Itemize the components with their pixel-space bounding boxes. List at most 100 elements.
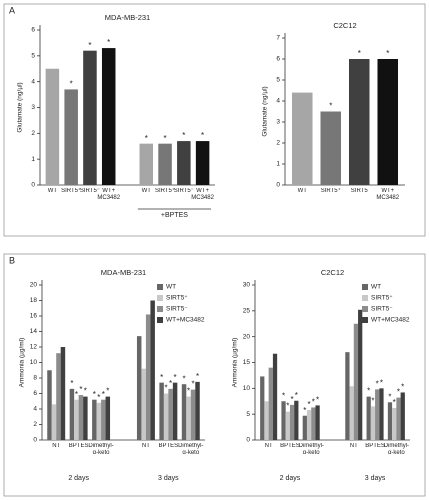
- bar: [387, 402, 393, 440]
- x-tick-label-box: WT: [141, 188, 151, 194]
- y-tick-label: 4: [31, 78, 35, 85]
- bar: [78, 395, 84, 440]
- x-tick-label: WT: [141, 188, 151, 194]
- significance-mark: *: [165, 384, 168, 393]
- legend-swatch: [362, 284, 368, 290]
- bar: [47, 370, 52, 440]
- significance-mark: *: [160, 373, 163, 382]
- x-tick-label: NT: [52, 443, 61, 449]
- bar: [150, 300, 155, 440]
- bar: [315, 405, 320, 440]
- y-tick-label: 1: [276, 161, 280, 168]
- y-tick-label: 5: [31, 53, 35, 60]
- bar: [281, 401, 286, 440]
- bar: [379, 388, 384, 440]
- bar: [139, 143, 154, 185]
- bar: [358, 309, 363, 440]
- bar: [375, 389, 380, 440]
- legend-label: WT+MC3482: [371, 317, 410, 324]
- x-tick-label-box: NT: [265, 443, 273, 449]
- bar: [272, 353, 278, 440]
- y-tick-label: 5: [276, 77, 280, 84]
- legend-label: WT: [166, 284, 176, 291]
- y-tick-label: 0: [246, 437, 250, 444]
- bar: [294, 400, 299, 440]
- x-tick-label-box: NT: [350, 443, 358, 449]
- significance-mark: *: [187, 387, 190, 396]
- significance-mark: *: [290, 395, 293, 404]
- bar: [158, 143, 172, 185]
- significance-mark: *: [182, 131, 185, 140]
- bar: [349, 386, 354, 440]
- bar: [56, 353, 61, 440]
- x-tick-label-box: BPTES: [280, 443, 300, 449]
- bar: [168, 388, 173, 440]
- y-tick-label: 0: [31, 182, 35, 189]
- significance-mark: *: [388, 392, 391, 401]
- group-label: 2 days: [68, 475, 89, 482]
- significance-mark: *: [75, 390, 78, 399]
- y-axis-label: Ammonia (µg/ml): [19, 338, 26, 388]
- y-axis-label: Glutamate (ng/µl): [262, 86, 269, 136]
- group-label: 2 days: [280, 475, 301, 482]
- bar: [159, 382, 164, 440]
- significance-mark: *: [182, 374, 185, 383]
- bar: [195, 141, 210, 185]
- x-tick-label: SIRT5⁺: [320, 188, 341, 194]
- bar: [320, 111, 342, 185]
- chart-title: MDA-MB-231: [101, 268, 146, 277]
- group-label: 3 days: [365, 475, 386, 482]
- significance-mark: *: [393, 398, 396, 407]
- x-tick-label-box: SIRT5⁺: [155, 188, 176, 194]
- bar: [366, 396, 371, 440]
- x-tick-label-box: WT: [48, 188, 57, 194]
- y-tick-label: 7: [276, 35, 280, 42]
- x-tick-label: Dimethyl-α-keto: [298, 443, 324, 456]
- x-tick-label: BPTES: [280, 443, 300, 449]
- significance-mark: *: [79, 385, 82, 394]
- y-axis-label: Glutamate (ng/µl): [17, 82, 24, 132]
- bar: [74, 399, 79, 440]
- y-tick-label: 8: [33, 375, 37, 382]
- y-tick-label: 6: [33, 390, 37, 397]
- x-tick-label-box: Dimethyl-α-keto: [298, 443, 324, 456]
- significance-mark: *: [196, 372, 199, 381]
- x-tick-label: SIRT5⁺: [155, 188, 176, 194]
- bar: [64, 89, 78, 185]
- bar: [190, 389, 196, 440]
- x-tick-label: BPTES: [365, 443, 385, 449]
- y-tick-label: 2: [33, 421, 37, 428]
- x-tick-label: WT+ MC3482: [376, 188, 400, 201]
- bar: [345, 352, 350, 440]
- x-tick-label: BPTES: [68, 443, 89, 449]
- significance-mark: *: [295, 391, 298, 400]
- x-tick-label-box: SIRT5: [351, 188, 368, 194]
- bar: [145, 314, 151, 440]
- significance-mark: *: [97, 393, 100, 402]
- significance-mark: *: [312, 398, 315, 407]
- legend-swatch: [362, 295, 368, 301]
- significance-mark: *: [70, 379, 73, 388]
- significance-mark: *: [84, 387, 87, 396]
- bar: [163, 393, 169, 440]
- x-tick-label-box: SIRT5⁺: [320, 188, 341, 194]
- bar: [92, 399, 97, 440]
- significance-mark: *: [286, 402, 289, 411]
- y-tick-label: 20: [30, 282, 38, 289]
- legend-swatch: [157, 306, 163, 312]
- x-tick-label: Dimethyl-α-keto: [88, 443, 114, 456]
- bar: [268, 367, 273, 440]
- bar: [348, 59, 370, 185]
- significance-mark: *: [102, 390, 105, 399]
- y-tick-label: 6: [31, 27, 35, 34]
- bar: [177, 141, 191, 185]
- y-tick-label: 18: [30, 297, 38, 304]
- legend-swatch: [362, 317, 368, 323]
- significance-mark: *: [308, 400, 311, 409]
- bar: [400, 392, 405, 440]
- x-tick-label: WT+ MC3482: [97, 188, 121, 201]
- legend-swatch: [157, 317, 163, 323]
- x-tick-label: WT+ MC3482: [191, 188, 214, 201]
- bar: [60, 347, 66, 440]
- panel-box: [3, 3, 426, 237]
